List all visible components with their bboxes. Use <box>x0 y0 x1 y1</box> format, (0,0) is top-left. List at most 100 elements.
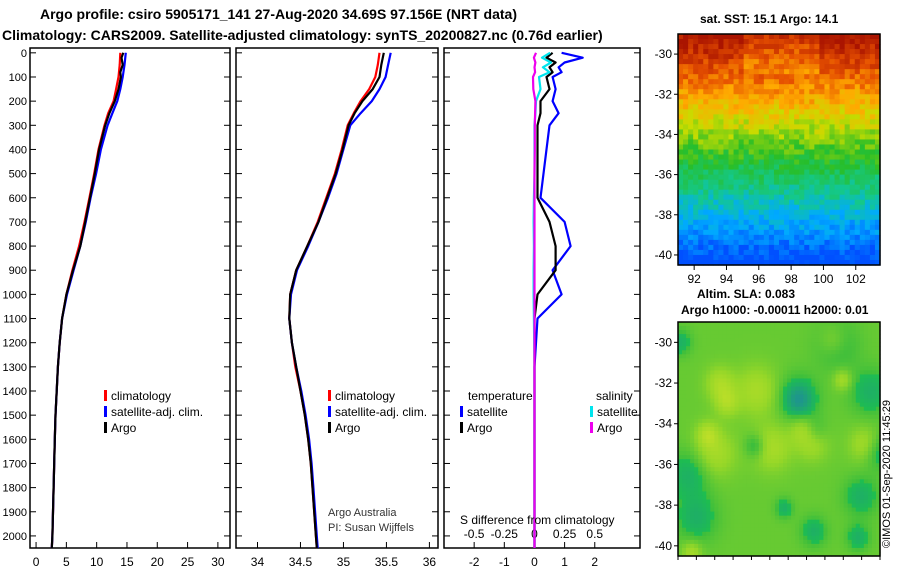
sst-cell <box>869 89 876 95</box>
sst-cell <box>784 254 790 261</box>
sla-cell <box>827 338 833 343</box>
sla-cell <box>758 386 764 392</box>
sla-cell <box>867 511 873 517</box>
sst-cell <box>824 124 831 131</box>
sst-cell <box>839 184 846 191</box>
sst-cell <box>784 169 790 176</box>
sla-cell <box>770 334 776 339</box>
sst-cell <box>753 84 760 90</box>
sst-cell <box>728 99 735 105</box>
sla-cell <box>863 406 869 412</box>
sst-cell <box>824 234 831 241</box>
sla-cell <box>702 499 707 505</box>
sst-cell <box>758 49 765 55</box>
sla-cell <box>738 471 744 476</box>
sla-cell <box>690 382 695 388</box>
sst-cell <box>733 194 740 201</box>
sla-cell <box>867 382 873 388</box>
sla-cell <box>839 439 845 444</box>
sst-cell <box>869 244 876 251</box>
sla-cell <box>807 342 812 347</box>
sla-cell <box>698 414 703 420</box>
sst-cell <box>763 139 770 146</box>
sst-cell <box>718 114 725 120</box>
sla-cell <box>783 398 788 404</box>
sst-cell <box>748 59 755 65</box>
sla-cell <box>827 543 833 549</box>
sla-cell <box>871 495 877 501</box>
sla-cell <box>859 535 865 541</box>
sla-cell <box>871 370 877 376</box>
sst-cell <box>718 149 725 156</box>
sla-cell <box>770 358 776 363</box>
sla-cell <box>823 406 829 412</box>
sst-cell <box>698 219 704 226</box>
sst-cell <box>768 54 775 60</box>
sla-cell <box>851 390 857 396</box>
sla-cell <box>839 459 845 464</box>
sla-cell <box>726 422 732 428</box>
sst-cell <box>748 229 755 236</box>
sla-cell <box>851 342 857 347</box>
sst-cell <box>839 44 846 50</box>
sla-cell <box>750 346 756 351</box>
sla-cell <box>827 418 833 424</box>
sst-cell <box>708 229 714 236</box>
sla-cell <box>762 338 768 343</box>
sla-cell <box>754 410 760 416</box>
credit-line2: PI: Susan Wijffels <box>328 522 414 534</box>
sla-cell <box>835 547 841 553</box>
sla-cell <box>835 430 841 436</box>
sst-cell <box>784 244 790 251</box>
sst-cell <box>874 159 881 166</box>
sla-cell <box>803 551 808 557</box>
sst-cell <box>733 129 740 136</box>
sla-cell <box>803 539 808 545</box>
sla-cell <box>686 515 691 521</box>
sla-cell <box>843 511 849 517</box>
sla-cell <box>779 447 784 452</box>
sla-cell <box>690 519 695 525</box>
sst-cell <box>753 149 760 156</box>
sla-cell <box>718 402 724 408</box>
sla-cell <box>795 523 800 529</box>
sla-cell <box>706 410 711 416</box>
sst-cell <box>839 154 846 161</box>
sla-cell <box>770 479 776 484</box>
sst-cell <box>854 209 861 216</box>
sla-cell <box>831 491 837 497</box>
sla-cell <box>750 382 756 388</box>
sst-cell <box>718 239 725 246</box>
sst-cell <box>708 154 714 161</box>
sla-cell <box>871 467 877 472</box>
sla-cell <box>787 406 792 412</box>
sst-cell <box>748 179 755 186</box>
sst-cell <box>753 159 760 166</box>
sst-cell <box>683 249 689 256</box>
sla-cell <box>791 358 796 363</box>
sla-cell <box>783 402 788 408</box>
sla-cell <box>710 374 715 380</box>
sla-cell <box>795 374 800 380</box>
sst-cell <box>834 74 841 80</box>
sst-cell <box>869 114 876 120</box>
difference-xtick-label: -2 <box>469 555 480 569</box>
sla-cell <box>750 455 756 460</box>
sla-cell <box>746 527 752 533</box>
sst-cell <box>784 189 790 196</box>
sla-cell <box>774 511 780 517</box>
sst-cell <box>753 139 760 146</box>
sla-cell <box>871 503 877 509</box>
sst-cell <box>683 74 689 80</box>
sla-cell <box>867 398 873 404</box>
sst-cell <box>819 229 826 236</box>
sla-cell <box>791 491 796 497</box>
sla-cell <box>827 447 833 452</box>
sst-cell <box>768 144 775 151</box>
sst-cell <box>743 224 750 231</box>
sst-cell <box>819 149 826 156</box>
sst-cell <box>708 199 714 206</box>
sst-cell <box>789 109 795 115</box>
sla-cell <box>758 539 764 545</box>
sla-cell <box>807 418 812 424</box>
